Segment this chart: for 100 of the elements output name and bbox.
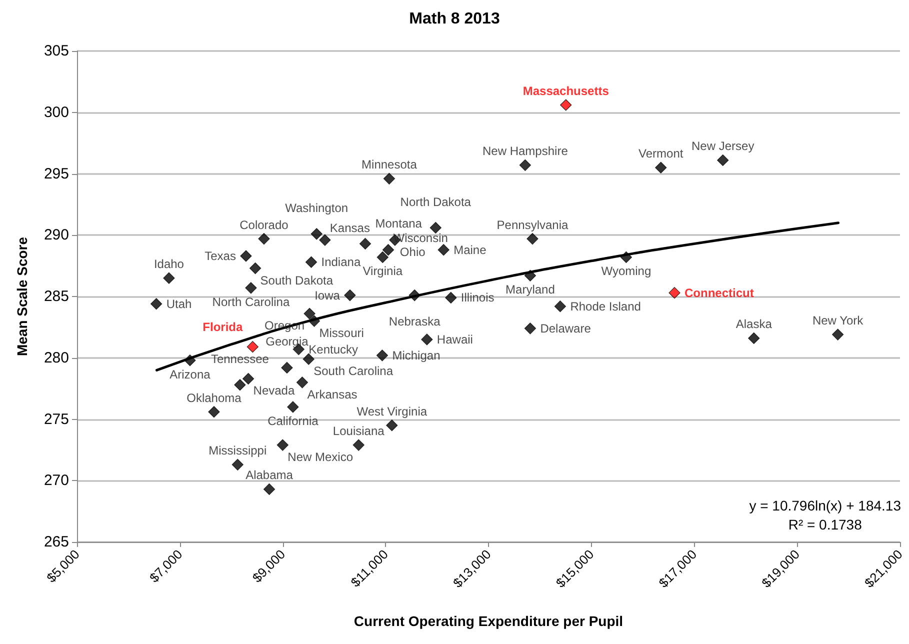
data-label: Iowa — [314, 288, 340, 302]
point — [438, 244, 450, 256]
data-label: North Carolina — [212, 294, 290, 309]
point — [717, 154, 729, 166]
data-label: Connecticut — [684, 286, 754, 300]
point — [352, 439, 364, 451]
y-tick-label: 265 — [44, 534, 69, 550]
point — [344, 289, 356, 302]
data-label: North Dakota — [400, 194, 472, 209]
point — [296, 376, 308, 388]
data-label: Georgia — [266, 334, 309, 349]
data-label: Wyoming — [601, 264, 652, 278]
y-axis-title: Mean Scale Score — [14, 236, 30, 356]
point — [242, 372, 254, 385]
y-tick-label: 280 — [44, 349, 69, 366]
point — [655, 162, 667, 174]
x-axis-title: Current Operating Expenditure per Pupil — [354, 613, 624, 629]
data-label: Florida — [202, 320, 243, 334]
point — [524, 322, 536, 334]
point — [376, 251, 388, 264]
data-label: Rhode Island — [570, 299, 641, 314]
data-label: Utah — [166, 296, 192, 311]
point — [184, 354, 196, 366]
y-tick-label: 290 — [44, 226, 69, 244]
point — [376, 350, 388, 362]
data-label: Maine — [454, 242, 487, 257]
point — [359, 238, 372, 250]
data-label: Maryland — [506, 282, 555, 297]
data-label: Texas — [204, 248, 236, 263]
data-label: Arizona — [170, 367, 211, 382]
data-label: Idaho — [154, 257, 184, 272]
point — [208, 406, 220, 418]
data-label: Ohio — [400, 245, 426, 260]
data-label: New York — [812, 314, 864, 328]
point — [526, 233, 538, 245]
data-label: Indiana — [321, 255, 361, 270]
point — [246, 341, 258, 353]
chart-title: Math 8 2013 — [409, 10, 500, 28]
point — [276, 439, 288, 451]
data-label: Delaware — [540, 321, 592, 336]
data-label: Colorado — [240, 218, 289, 232]
data-label: Nevada — [253, 384, 295, 398]
data-label: Massachusetts — [522, 84, 610, 98]
point — [620, 251, 632, 264]
point — [150, 298, 162, 310]
point — [560, 99, 572, 111]
y-tick-label: 295 — [44, 165, 69, 182]
data-label: Virginia — [362, 264, 403, 278]
point — [240, 250, 252, 262]
data-label: Louisiana — [332, 424, 385, 438]
data-label: Vermont — [638, 146, 684, 161]
data-label: Washington — [285, 200, 348, 215]
point — [263, 483, 276, 496]
data-label: Alabama — [246, 468, 294, 482]
point — [258, 233, 270, 245]
point — [232, 458, 244, 470]
data-label: New Mexico — [288, 450, 354, 464]
data-label: South Dakota — [260, 273, 334, 288]
point — [386, 420, 398, 432]
point — [304, 308, 316, 320]
point — [554, 300, 566, 312]
data-label: Michigan — [392, 348, 440, 362]
y-tick-label: 285 — [44, 288, 69, 305]
point — [310, 228, 322, 240]
data-label: Mississippi — [208, 444, 267, 458]
data-label: Tennessee — [210, 352, 270, 366]
y-tick-label: 300 — [44, 104, 69, 121]
data-label: Oklahoma — [186, 390, 242, 405]
data-label: Kentucky — [308, 342, 358, 356]
point — [249, 262, 262, 274]
annotation: y = 10.796ln(x) + 184.13 R² = 0.1738 — [749, 498, 902, 532]
data-label: South Carolina — [314, 364, 394, 378]
point — [383, 172, 396, 184]
y-tick-label: 305 — [44, 42, 69, 60]
data-label: Arkansas — [307, 387, 358, 402]
data-label: Pennsylvania — [496, 218, 568, 232]
data-label: New Jersey — [692, 139, 754, 154]
point — [234, 379, 246, 391]
point — [421, 334, 433, 346]
point — [668, 287, 680, 299]
point — [832, 328, 844, 340]
y-tick-label: 270 — [44, 472, 69, 490]
data-label: Montana — [375, 216, 422, 231]
y-tick-label: 275 — [44, 410, 69, 428]
point — [308, 315, 320, 327]
point — [748, 332, 760, 344]
point — [430, 222, 442, 234]
point — [245, 282, 257, 294]
point — [445, 292, 457, 304]
point — [281, 362, 293, 374]
data-label: Alaska — [736, 317, 772, 332]
data-label: Illinois — [460, 290, 494, 305]
point — [305, 256, 318, 268]
data-label: New Hampshire — [482, 144, 568, 158]
data-label: Nebraska — [388, 314, 441, 328]
point — [519, 159, 531, 171]
data-label: Hawaii — [436, 332, 473, 346]
point — [524, 270, 536, 282]
data-label: West Virginia — [356, 404, 428, 418]
point — [382, 244, 394, 256]
